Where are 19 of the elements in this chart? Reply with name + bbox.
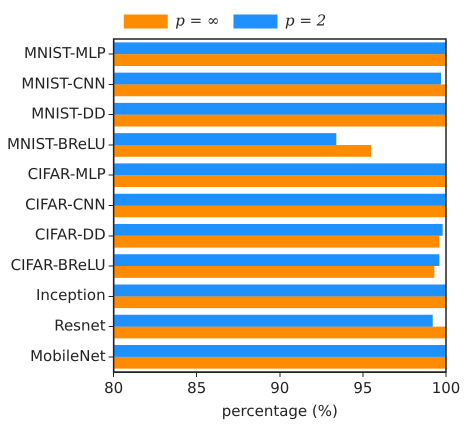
- y-tick-label: CIFAR-BReLU: [10, 256, 106, 274]
- y-tick-label: Inception: [36, 286, 106, 304]
- y-tick-label: CIFAR-CNN: [25, 195, 106, 214]
- y-tick-label: MobileNet: [30, 346, 106, 365]
- legend-label: p = ∞: [175, 11, 220, 30]
- y-tick-label: Resnet: [54, 316, 106, 334]
- x-tick-label: 80: [104, 378, 124, 397]
- x-tick-label: 85: [187, 378, 206, 397]
- legend-label: p = 2: [284, 11, 326, 30]
- y-tick-label: MNIST-MLP: [24, 44, 106, 62]
- x-axis-title: percentage (%): [222, 402, 338, 420]
- y-tick-label: MNIST-CNN: [21, 74, 106, 92]
- x-tick-label: 100: [432, 378, 460, 397]
- y-tick-label: CIFAR-MLP: [28, 165, 106, 184]
- y-tick-label: CIFAR-DD: [34, 226, 106, 244]
- y-tick-label: MNIST-DD: [31, 104, 106, 123]
- x-tick-label: 95: [353, 378, 372, 397]
- x-tick-label: 90: [270, 378, 290, 397]
- y-tick-label: MNIST-BReLU: [6, 134, 106, 153]
